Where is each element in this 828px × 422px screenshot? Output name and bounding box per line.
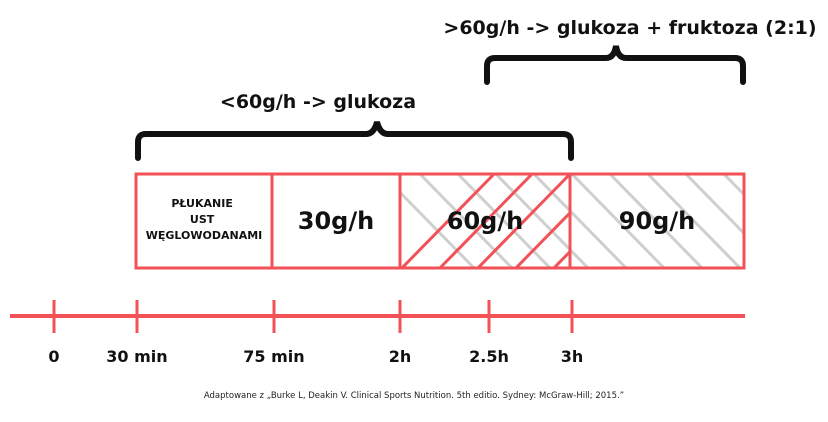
gray-hatch-line [722,175,744,197]
gray-hatch-line [532,175,628,267]
red-hatch-line [438,175,534,267]
segment-mouth-rinse-label: PŁUKANIE UST WĘGLOWODANAMI [146,197,263,242]
red-hatch-line [476,175,570,267]
bracket-label-glucose-fructose: >60g/h -> glukoza + fruktoza (2:1) [443,17,816,39]
axis-tick-label: 2.5h [469,347,509,366]
lower-brace [135,121,574,161]
gray-hatch-line [684,175,744,236]
segment-90gh-label: 90g/h [619,207,695,235]
gray-hatch-line [798,172,828,270]
gray-hatch-line [456,175,552,267]
red-hatch-line [514,210,570,267]
red-hatch-line [400,175,496,267]
gray-hatch-pattern [400,172,828,270]
upper-brace [484,45,746,85]
bracket-label-glucose: <60g/h -> glukoza [220,91,416,113]
gray-hatch-line [646,175,742,267]
gray-hatch-line [418,175,514,267]
red-hatch-pattern [400,175,570,267]
gray-hatch-line [400,190,476,267]
segment-30gh-label: 30g/h [298,207,374,235]
gray-hatch-line [760,172,828,270]
axis-tick-label: 30 min [106,347,167,366]
axis-tick-label: 75 min [243,347,304,366]
axis-tick-label: 2h [389,347,412,366]
gray-hatch-line [494,175,590,267]
red-hatch-line [552,249,570,267]
citation: Adaptowane z „Burke L, Deakin V. Clinica… [204,391,624,401]
axis-tick-label: 3h [561,347,584,366]
gray-hatch-line [608,175,704,267]
gray-hatch-line [570,175,666,267]
segment-60gh-label: 60g/h [447,207,523,235]
timeline-bar-frame [134,172,746,270]
axis-tick-label: 0 [48,347,59,366]
